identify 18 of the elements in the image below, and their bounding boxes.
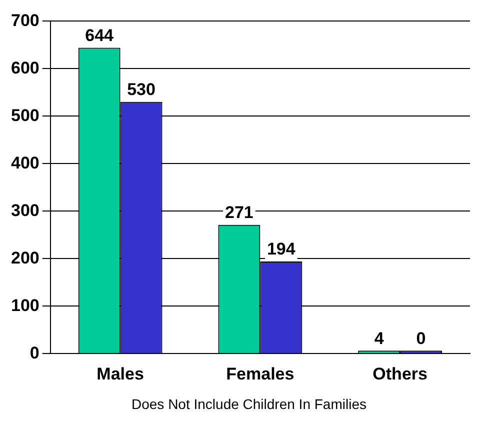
y-tick-label: 600: [10, 58, 40, 78]
x-tick-label: Males: [96, 364, 144, 384]
data-label: 4: [374, 328, 384, 348]
data-label: 194: [266, 240, 296, 259]
text: Does Not Include Children In Families: [130, 396, 368, 412]
y-tick-label: 100: [10, 296, 40, 315]
data-label: 530: [127, 80, 156, 100]
y-tick-label: 300: [10, 200, 40, 220]
x-tick-label: Others: [372, 364, 428, 384]
y-tick-label: 400: [10, 153, 40, 172]
data-label: 644: [85, 26, 114, 45]
y-tick-label: 500: [10, 106, 40, 125]
data-label: 0: [416, 328, 426, 348]
y-tick-label: 700: [10, 10, 40, 30]
x-tick-label: Females: [226, 364, 294, 384]
data-label: 271: [225, 203, 254, 222]
y-tick-label: 0: [30, 343, 40, 362]
y-tick-label: 200: [10, 248, 40, 268]
